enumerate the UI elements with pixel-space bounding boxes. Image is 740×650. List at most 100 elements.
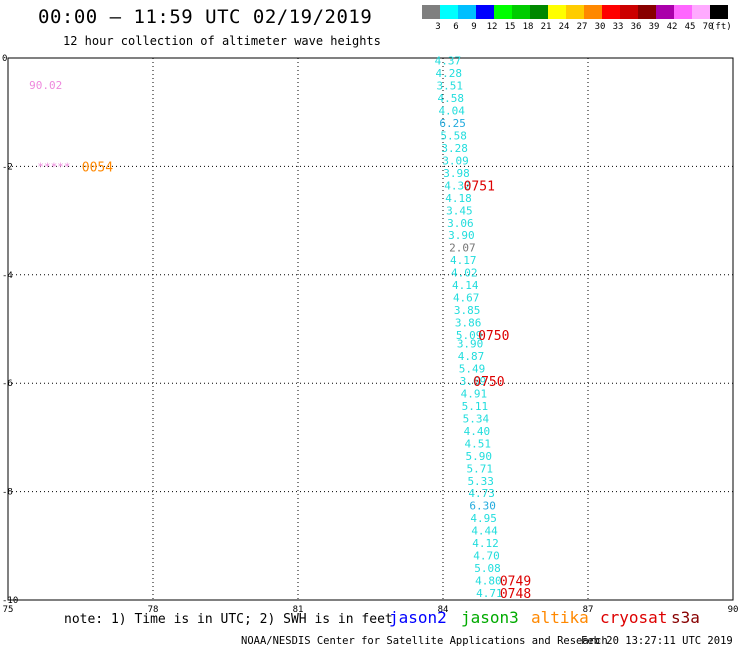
wave-height-label: 5.11 xyxy=(462,400,489,413)
wave-height-label: 5.34 xyxy=(463,412,490,425)
wave-height-label: 5.90 xyxy=(466,450,493,463)
wave-height-label: 6.25 xyxy=(439,117,466,130)
color-swatch xyxy=(422,5,440,19)
wave-height-label: 4.18 xyxy=(445,192,472,205)
color-swatch-label: 45 xyxy=(684,22,696,32)
y-tick-label: -10 xyxy=(2,596,18,606)
wave-height-label: 90.02 xyxy=(29,79,62,92)
color-swatch xyxy=(674,5,692,19)
color-swatch-label: 21 xyxy=(540,22,552,32)
satellite-name: cryosat xyxy=(600,608,668,627)
credit-line: NOAA/NESDIS Center for Satellite Applica… xyxy=(241,635,608,647)
color-scale-unit: (ft) xyxy=(710,22,732,32)
x-tick-label: 81 xyxy=(293,605,304,615)
color-swatch xyxy=(530,5,548,19)
wave-height-label: 4.40 xyxy=(464,425,491,438)
wave-height-label: 3.85 xyxy=(454,304,481,317)
color-swatch xyxy=(620,5,638,19)
wave-height-label: 3.09 xyxy=(442,154,469,167)
wave-height-label: 5.08 xyxy=(474,562,501,575)
wave-height-label: 3.69 xyxy=(460,375,487,388)
color-swatch xyxy=(656,5,674,19)
pass-time-label: 0751 xyxy=(464,179,495,194)
wave-height-label: 4.95 xyxy=(470,512,497,525)
wave-height-label: 4.70 xyxy=(473,550,500,563)
wave-height-label: 5.49 xyxy=(459,363,486,376)
wave-height-label: 4.58 xyxy=(437,92,464,105)
color-swatch-label: 42 xyxy=(666,22,678,32)
satellite-name: altika xyxy=(531,608,589,627)
footer-note: note: 1) Time is in UTC; 2) SWH is in fe… xyxy=(64,612,393,627)
color-swatch-label: 33 xyxy=(612,22,624,32)
pass-time-label: 0750 xyxy=(478,329,509,344)
wave-height-label: 4.87 xyxy=(458,350,485,363)
wave-height-label: 3.28 xyxy=(441,142,468,155)
pass-time-label: 0749 xyxy=(500,574,531,589)
wave-height-label: 3.90 xyxy=(448,229,475,242)
wave-height-label: 4.91 xyxy=(461,387,488,400)
color-swatch-label: 6 xyxy=(453,22,459,32)
wave-height-label: 3.86 xyxy=(455,316,482,329)
wave-height-label: 4.02 xyxy=(451,267,478,280)
wave-height-label: 4.80 xyxy=(475,574,502,587)
wave-height-label: 4.71 xyxy=(476,587,503,600)
wave-height-label: 3.98 xyxy=(443,167,470,180)
wave-height-label: 5.33 xyxy=(467,475,494,488)
wave-height-label: 3.90 xyxy=(457,338,484,351)
color-swatch-label: 30 xyxy=(594,22,606,32)
pass-time-label: 0748 xyxy=(500,587,531,602)
x-tick-label: 90 xyxy=(728,605,739,615)
wave-height-label: 2.07 xyxy=(449,242,476,255)
satellite-name: jason3 xyxy=(461,608,519,627)
wave-height-label: 4.32 xyxy=(444,179,471,192)
y-tick-label: -4 xyxy=(2,271,13,281)
color-swatch xyxy=(548,5,566,19)
page-subtitle: 12 hour collection of altimeter wave hei… xyxy=(63,34,381,48)
pass-time-label: 0054 xyxy=(82,160,113,175)
wave-height-label: 3.45 xyxy=(446,204,473,217)
generated-timestamp: Feb 20 13:27:11 UTC 2019 xyxy=(581,635,733,647)
color-swatch-label: 18 xyxy=(522,22,534,32)
wave-height-label: 4.73 xyxy=(468,487,495,500)
wave-height-label: 5.71 xyxy=(466,462,493,475)
color-swatch-label: 36 xyxy=(630,22,642,32)
wave-height-label: 4.04 xyxy=(438,105,465,118)
wave-height-label: 6.30 xyxy=(469,500,496,513)
color-swatch-label: 70 xyxy=(702,22,714,32)
y-tick-label: -8 xyxy=(2,488,13,498)
satellite-name: jason2 xyxy=(389,608,447,627)
color-swatch xyxy=(458,5,476,19)
color-swatch xyxy=(476,5,494,19)
color-swatch-label: 12 xyxy=(486,22,498,32)
color-swatch-label: 9 xyxy=(471,22,477,32)
wave-height-label: 3.51 xyxy=(437,80,464,93)
color-swatch xyxy=(440,5,458,19)
x-tick-label: 84 xyxy=(438,605,449,615)
page-title: 00:00 — 11:59 UTC 02/19/2019 xyxy=(38,6,373,28)
x-tick-label: 78 xyxy=(148,605,159,615)
color-swatch-label: 3 xyxy=(435,22,441,32)
wave-height-label: ***** xyxy=(37,160,70,173)
color-swatch-label: 24 xyxy=(558,22,570,32)
color-swatch xyxy=(566,5,584,19)
wave-height-label: 4.28 xyxy=(436,67,463,80)
wave-height-label: 3.06 xyxy=(447,217,474,230)
y-tick-label: 0 xyxy=(2,54,7,64)
wave-height-label: 4.44 xyxy=(471,525,498,538)
x-tick-label: 87 xyxy=(583,605,594,615)
wave-height-label: 5.58 xyxy=(440,130,467,143)
color-swatch xyxy=(512,5,530,19)
x-tick-label: 75 xyxy=(3,605,14,615)
wave-height-label: 4.17 xyxy=(450,254,477,267)
wave-height-label: 4.12 xyxy=(472,537,499,550)
wave-height-label: 4.51 xyxy=(465,437,492,450)
color-swatch xyxy=(584,5,602,19)
color-swatch xyxy=(692,5,710,19)
wave-height-label: 4.67 xyxy=(453,292,480,305)
wave-height-label: 5.09 xyxy=(456,329,483,342)
y-tick-label: -6 xyxy=(2,379,13,389)
plot-frame xyxy=(7,57,734,601)
color-swatch xyxy=(638,5,656,19)
color-swatch-label: 39 xyxy=(648,22,660,32)
